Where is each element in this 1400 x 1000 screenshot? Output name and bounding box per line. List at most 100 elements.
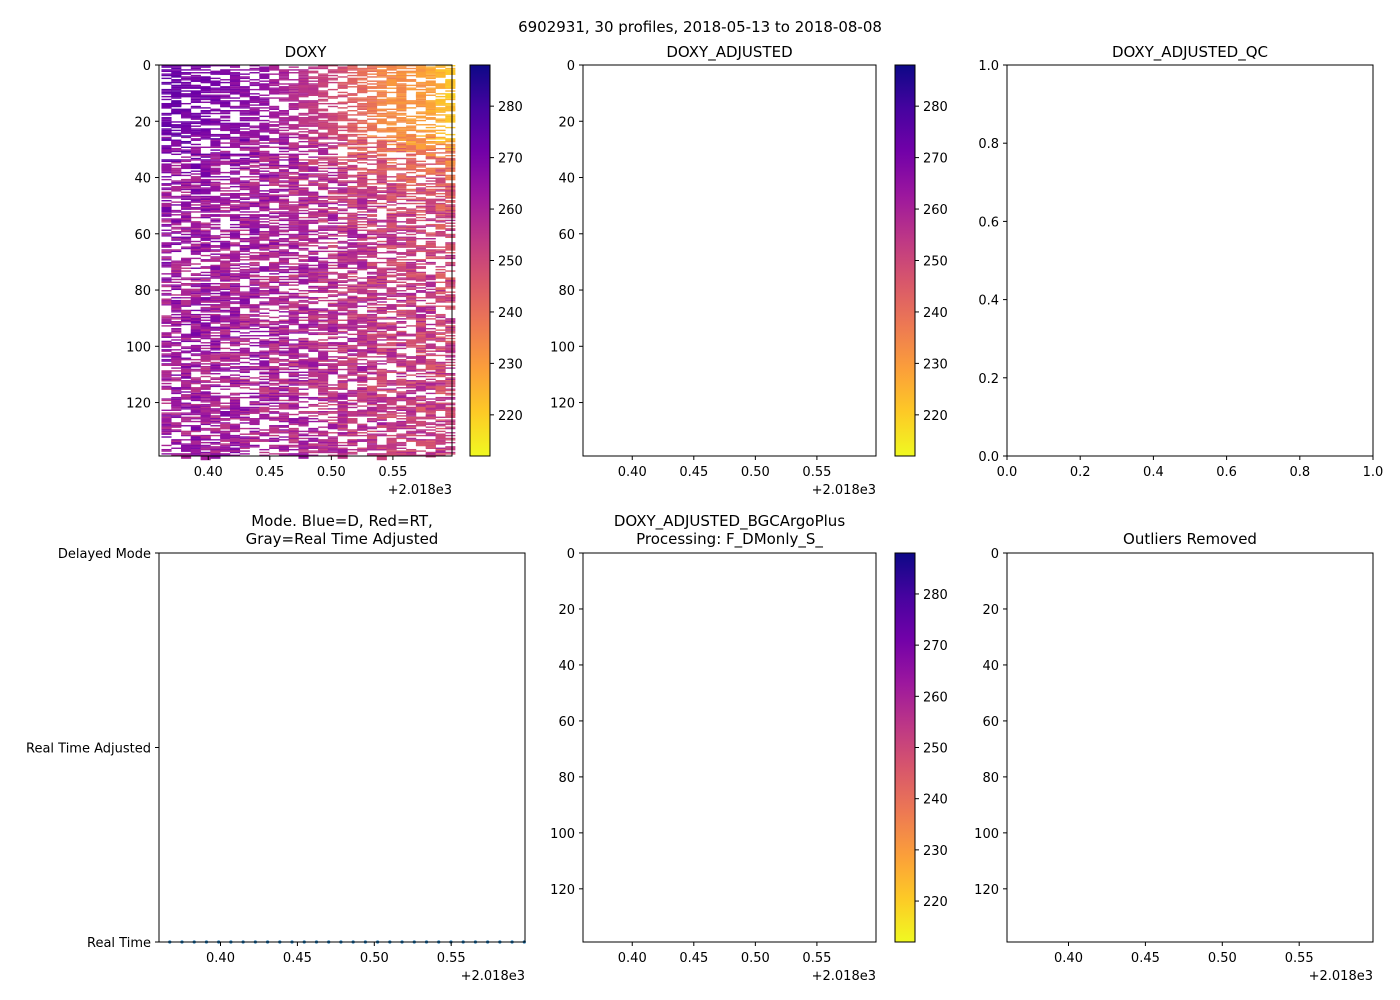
heatmap-cell <box>415 245 427 247</box>
heatmap-cell <box>376 388 387 390</box>
heatmap-cell <box>269 297 280 299</box>
heatmap-cell <box>288 188 299 191</box>
heatmap-cell <box>435 104 446 106</box>
heatmap-cell <box>366 66 378 68</box>
heatmap-cell <box>386 147 397 150</box>
heatmap-cell <box>308 173 319 175</box>
heatmap-cell <box>337 136 348 139</box>
heatmap-cell <box>288 405 299 407</box>
heatmap-cell <box>308 208 319 210</box>
heatmap-cell <box>337 197 348 199</box>
heatmap-cell <box>396 375 407 378</box>
heatmap-cell <box>220 450 231 452</box>
heatmap-cell <box>425 429 436 431</box>
heatmap-cell <box>386 263 397 265</box>
heatmap-cell <box>425 177 436 179</box>
heatmap-cell <box>327 360 338 362</box>
heatmap-cell <box>259 330 270 333</box>
heatmap-cell <box>337 425 348 427</box>
heatmap-cell <box>376 416 387 419</box>
heatmap-cell <box>269 332 280 334</box>
heatmap-cell <box>269 97 280 99</box>
heatmap-cell <box>386 415 397 417</box>
heatmap-cell <box>220 70 231 73</box>
heatmap-cell <box>220 156 231 158</box>
heatmap-cell <box>190 201 201 203</box>
heatmap-cell <box>288 309 299 312</box>
heatmap-cell <box>396 79 407 81</box>
heatmap-cell <box>171 81 182 84</box>
heatmap-cell <box>278 184 289 186</box>
heatmap-cell <box>366 104 378 106</box>
heatmap-cell <box>386 382 397 385</box>
heatmap-cell <box>308 138 319 140</box>
heatmap-cell <box>259 281 270 288</box>
heatmap-cell <box>190 288 201 291</box>
heatmap-cell <box>239 160 250 163</box>
heatmap-cell <box>249 243 260 250</box>
heatmap-cell <box>278 260 289 262</box>
heatmap-cell <box>269 107 280 109</box>
heatmap-cell <box>229 291 241 293</box>
heatmap-cell <box>269 157 280 160</box>
heatmap-cell <box>200 91 211 94</box>
heatmap-cell <box>435 110 446 112</box>
heatmap-cell <box>259 290 270 292</box>
heatmap-cell <box>376 74 387 77</box>
heatmap-cell <box>229 399 241 402</box>
heatmap-cell <box>249 187 260 193</box>
heatmap-cell <box>406 287 417 289</box>
heatmap-cell <box>229 325 241 327</box>
heatmap-cell <box>259 202 270 205</box>
heatmap-cell <box>210 121 221 123</box>
heatmap-cell <box>259 164 270 167</box>
heatmap-cell <box>171 412 182 414</box>
heatmap-cell <box>161 304 172 306</box>
heatmap-cell <box>386 87 397 89</box>
heatmap-cell <box>259 102 270 105</box>
heatmap-cell <box>347 229 358 236</box>
heatmap-cell <box>396 65 407 67</box>
heatmap-cell <box>396 278 407 281</box>
heatmap-cell <box>298 166 309 172</box>
heatmap-cell <box>327 211 338 213</box>
heatmap-cell <box>161 122 172 125</box>
heatmap-cell <box>259 342 270 344</box>
heatmap-cell <box>337 256 348 258</box>
heatmap-cell <box>337 187 348 189</box>
heatmap-cell <box>396 131 407 133</box>
heatmap-cell <box>366 363 378 365</box>
heatmap-cell <box>406 101 417 103</box>
heatmap-cell <box>161 413 172 416</box>
heatmap-cell <box>327 235 338 237</box>
heatmap-cell <box>171 97 182 99</box>
heatmap-cell <box>347 313 358 316</box>
heatmap-cell <box>406 277 417 279</box>
heatmap-cell <box>445 270 456 272</box>
heatmap-cell <box>259 184 270 186</box>
heatmap-cell <box>445 164 456 167</box>
heatmap-cell <box>337 94 348 96</box>
heatmap-cell <box>259 257 270 260</box>
heatmap-cell <box>249 270 260 272</box>
heatmap-cell <box>229 278 241 281</box>
heatmap-cell <box>347 181 358 184</box>
heatmap-cell <box>435 374 446 376</box>
heatmap-cell <box>337 448 348 455</box>
heatmap-cell <box>366 346 378 348</box>
heatmap-cell <box>415 198 427 201</box>
x-tick-label: 0.0 <box>997 465 1018 480</box>
heatmap-cell <box>220 197 231 199</box>
heatmap-cell <box>318 333 329 336</box>
heatmap-cell <box>357 79 368 81</box>
heatmap-cell <box>298 125 309 127</box>
heatmap-cell <box>415 70 427 73</box>
heatmap-cell <box>386 97 397 99</box>
heatmap-cell <box>347 337 358 340</box>
heatmap-cell <box>220 273 231 275</box>
heatmap-cell <box>435 173 446 175</box>
heatmap-cell <box>200 319 211 321</box>
heatmap-cell <box>376 114 387 116</box>
heatmap-cell <box>445 380 456 382</box>
